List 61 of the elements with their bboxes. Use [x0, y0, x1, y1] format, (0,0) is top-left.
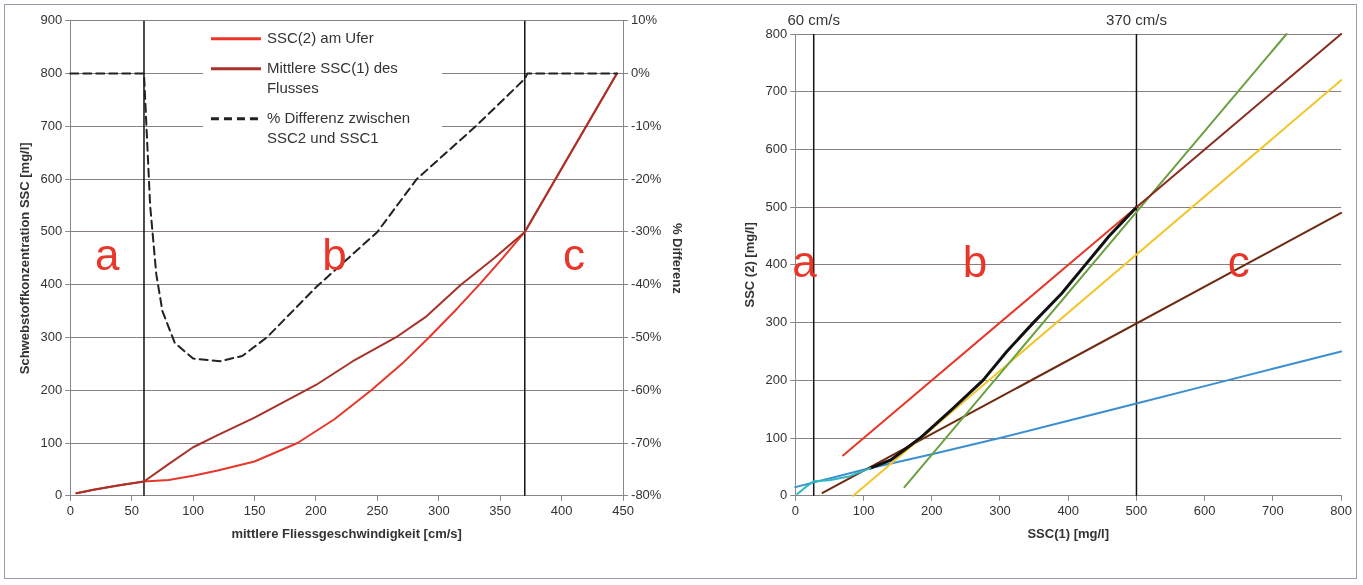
y-tick-label: 800: [40, 65, 63, 81]
y2-tick-label: -50%: [631, 329, 662, 345]
y2-tick-label: -70%: [631, 434, 662, 450]
x-axis-title: mittlere Fliessgeschwindigkeit [cm/s]: [231, 525, 462, 541]
y-tick-label: 200: [765, 371, 788, 387]
x-tick-label: 500: [1125, 503, 1148, 519]
x-tick-label: 400: [550, 503, 573, 519]
y-tick-label: 700: [765, 83, 788, 99]
x-tick-label: 0: [66, 503, 74, 519]
y-tick-label: 500: [40, 223, 63, 239]
x-tick-label: 800: [1330, 503, 1353, 519]
x-tick-label: 700: [1262, 503, 1284, 519]
x-tick-label: 450: [612, 503, 634, 519]
y-tick-label: 300: [765, 314, 788, 330]
y2-tick-label: 0%: [631, 65, 651, 81]
y-tick-label: 400: [765, 256, 788, 272]
legend-label: SSC(2) am Ufer: [266, 28, 374, 46]
y2-tick-label: -20%: [631, 170, 662, 186]
y2-axis-title: % Differenz: [669, 222, 685, 295]
y-axis-title: SSC (2) [mg/l]: [742, 222, 758, 308]
y2-tick-label: -80%: [631, 487, 662, 503]
annotation: c: [562, 230, 585, 280]
y-tick-label: 200: [40, 381, 63, 397]
x-tick-label: 400: [1057, 503, 1080, 519]
x-axis-title: SSC(1) [mg/l]: [1027, 525, 1110, 541]
x-tick-label: 0: [791, 503, 799, 519]
legend-label: Mittlere SSC(1) des Flusses: [266, 58, 398, 96]
x-tick-label: 250: [366, 503, 389, 519]
annotation: a: [94, 230, 120, 280]
y-tick-label: 0: [55, 487, 63, 503]
y-tick-label: 400: [40, 276, 63, 292]
y-tick-label: 500: [765, 198, 788, 214]
y2-tick-label: -60%: [631, 381, 662, 397]
x-tick-label: 100: [182, 503, 204, 519]
y-tick-label: 600: [765, 141, 788, 157]
y2-tick-label: -10%: [631, 117, 662, 133]
ref-line-label: 370 cm/s: [1106, 10, 1167, 28]
y2-tick-label: 10%: [631, 12, 658, 28]
y-tick-label: 300: [40, 329, 63, 345]
x-tick-label: 100: [852, 503, 875, 519]
ref-line-label: 60 cm/s: [787, 10, 840, 28]
y2-tick-label: -30%: [631, 223, 662, 239]
y-tick-label: 0: [780, 487, 788, 503]
x-tick-label: 200: [920, 503, 943, 519]
x-tick-label: 200: [305, 503, 327, 519]
y-tick-label: 800: [765, 25, 788, 41]
x-tick-label: 300: [989, 503, 1011, 519]
y-axis-title: Schwebstoffkonzentration SSC [mg/l]: [17, 142, 33, 375]
x-tick-label: 150: [243, 503, 266, 519]
y-tick-label: 100: [40, 434, 63, 450]
y-tick-label: 100: [765, 429, 788, 445]
legend-label: % Differenz zwischen SSC2 und SSC1: [266, 108, 411, 146]
y2-tick-label: -40%: [631, 276, 662, 292]
x-tick-label: 350: [489, 503, 512, 519]
y-tick-label: 900: [40, 12, 63, 28]
x-tick-label: 600: [1193, 503, 1216, 519]
y-tick-label: 700: [40, 117, 63, 133]
annotation: b: [322, 230, 347, 280]
x-tick-label: 300: [427, 503, 450, 519]
y-tick-label: 600: [40, 170, 63, 186]
x-tick-label: 50: [124, 503, 139, 519]
